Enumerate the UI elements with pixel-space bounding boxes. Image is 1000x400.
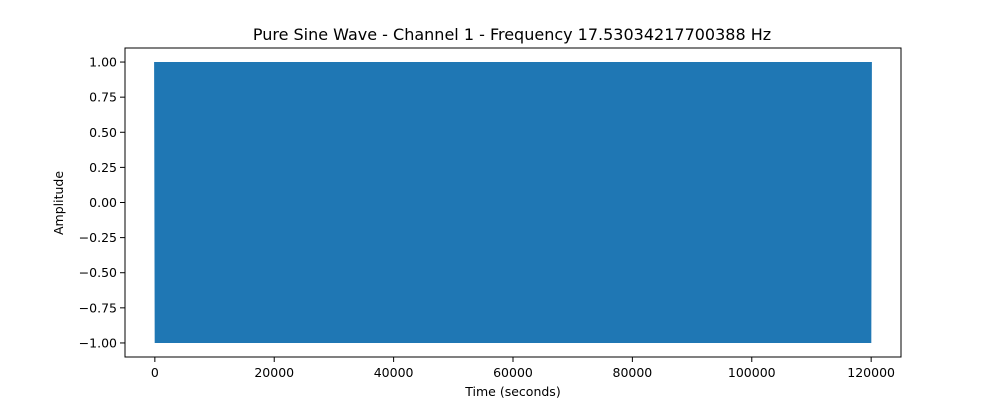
sine-wave-line xyxy=(154,62,872,343)
y-tick-label: −0.50 xyxy=(79,265,117,280)
y-tick-label: 0.00 xyxy=(89,195,117,210)
y-tick-label: 1.00 xyxy=(89,55,117,70)
x-tick-label: 120000 xyxy=(847,365,895,380)
y-tick-label: −0.25 xyxy=(79,230,117,245)
y-axis-label: Amplitude xyxy=(51,171,66,235)
x-tick-label: 40000 xyxy=(374,365,414,380)
x-tick-label: 100000 xyxy=(728,365,776,380)
y-tick-label: 0.25 xyxy=(89,160,117,175)
chart-title: Pure Sine Wave - Channel 1 - Frequency 1… xyxy=(253,25,771,44)
x-axis: 0 20000 40000 60000 80000 100000 120000 xyxy=(151,357,895,380)
y-tick-label: 0.75 xyxy=(89,90,117,105)
x-axis-label: Time (seconds) xyxy=(464,384,560,399)
y-axis: −1.00 −0.75 −0.50 −0.25 0.00 0.25 0.50 0.75 1.00 xyxy=(79,55,125,350)
x-tick-label: 20000 xyxy=(254,365,294,380)
x-tick-label: 80000 xyxy=(613,365,653,380)
y-tick-label: 0.50 xyxy=(89,125,117,140)
y-tick-label: −1.00 xyxy=(79,335,117,350)
y-tick-label: −0.75 xyxy=(79,300,117,315)
sine-wave-series xyxy=(154,62,872,343)
x-tick-label: 60000 xyxy=(493,365,533,380)
x-tick-label: 0 xyxy=(151,365,159,380)
